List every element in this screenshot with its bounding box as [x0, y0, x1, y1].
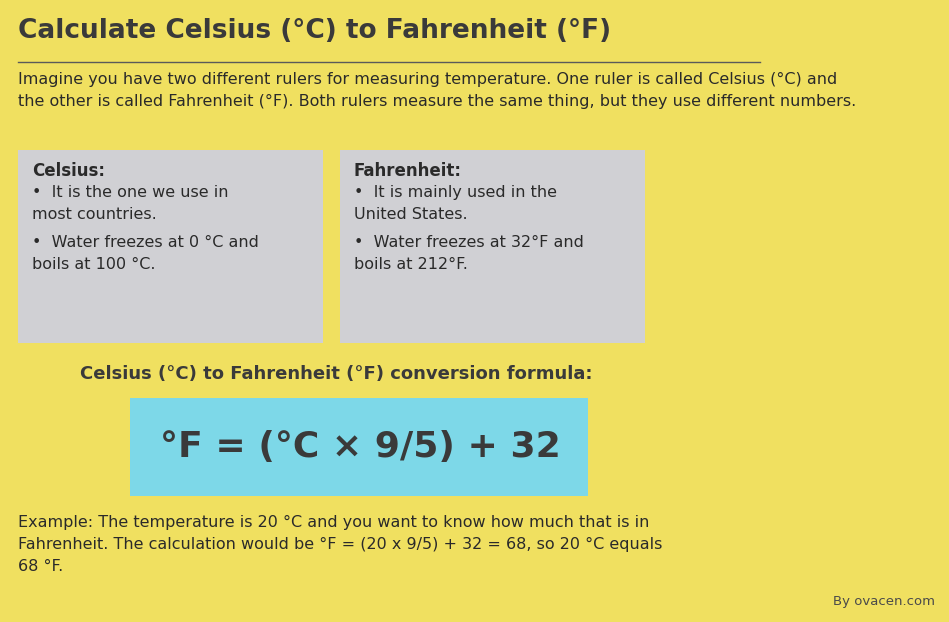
Text: Celsius:: Celsius: [32, 162, 105, 180]
Text: •  Water freezes at 32°F and
boils at 212°F.: • Water freezes at 32°F and boils at 212… [354, 235, 584, 272]
Text: °F = (°C × 9/5) + 32: °F = (°C × 9/5) + 32 [159, 430, 560, 464]
Text: •  It is the one we use in
most countries.: • It is the one we use in most countries… [32, 185, 229, 221]
Text: •  It is mainly used in the
United States.: • It is mainly used in the United States… [354, 185, 557, 221]
FancyBboxPatch shape [130, 398, 588, 496]
Text: Celsius (°C) to Fahrenheit (°F) conversion formula:: Celsius (°C) to Fahrenheit (°F) conversi… [80, 365, 592, 383]
Text: •  Water freezes at 0 °C and
boils at 100 °C.: • Water freezes at 0 °C and boils at 100… [32, 235, 259, 272]
Text: By ovacen.com: By ovacen.com [833, 595, 935, 608]
Text: Example: The temperature is 20 °C and you want to know how much that is in
Fahre: Example: The temperature is 20 °C and yo… [18, 515, 662, 575]
Text: Fahrenheit:: Fahrenheit: [354, 162, 462, 180]
Text: Imagine you have two different rulers for measuring temperature. One ruler is ca: Imagine you have two different rulers fo… [18, 72, 856, 109]
FancyBboxPatch shape [18, 150, 323, 343]
FancyBboxPatch shape [340, 150, 645, 343]
Text: Calculate Celsius (°C) to Fahrenheit (°F): Calculate Celsius (°C) to Fahrenheit (°F… [18, 18, 611, 44]
